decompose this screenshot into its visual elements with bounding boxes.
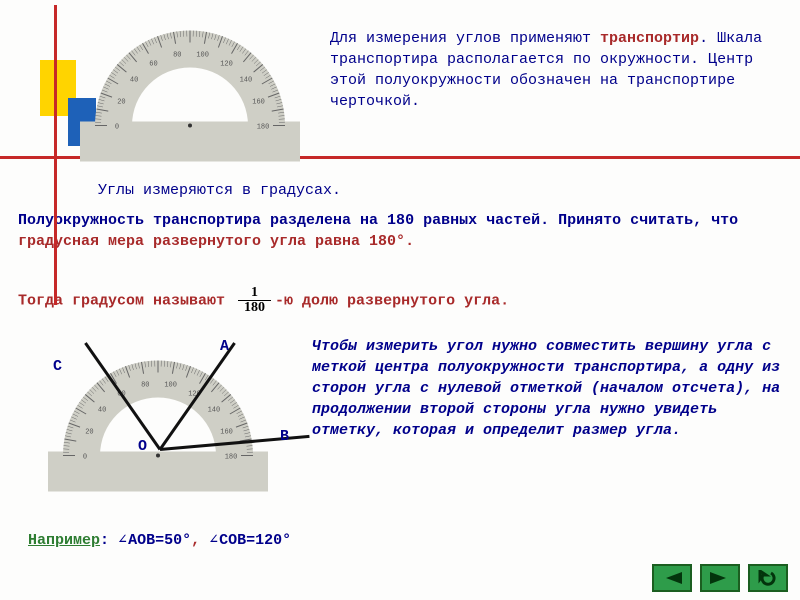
then-t2: -ю долю развернутого угла. bbox=[275, 292, 509, 309]
example-label: Например bbox=[28, 532, 100, 549]
fraction-denominator: 180 bbox=[238, 301, 271, 315]
point-label-B: В bbox=[280, 426, 289, 447]
svg-text:0: 0 bbox=[115, 124, 119, 132]
svg-text:160: 160 bbox=[252, 99, 265, 107]
svg-text:180: 180 bbox=[225, 454, 238, 462]
angle-cob: СОВ=120° bbox=[209, 532, 291, 549]
svg-text:100: 100 bbox=[196, 52, 209, 60]
how-to-paragraph: Чтобы измерить угол нужно совместить вер… bbox=[312, 336, 787, 441]
svg-text:140: 140 bbox=[208, 407, 221, 415]
back-button[interactable] bbox=[652, 564, 692, 592]
semicircle-paragraph: Полуокружность транспортира разделена на… bbox=[18, 210, 778, 252]
svg-text:0: 0 bbox=[83, 454, 87, 462]
semi-t1: Полуокружность транспортира разделена на… bbox=[18, 212, 738, 229]
point-label-A: А bbox=[220, 336, 229, 357]
svg-text:140: 140 bbox=[240, 77, 253, 85]
example-line: Например: АОВ=50°, СОВ=120° bbox=[28, 530, 678, 551]
svg-text:20: 20 bbox=[85, 429, 93, 437]
point-label-C: С bbox=[53, 356, 62, 377]
svg-text:160: 160 bbox=[220, 429, 233, 437]
template-vline bbox=[54, 5, 57, 305]
arrow-left-icon bbox=[662, 570, 682, 586]
intro-paragraph: Для измерения углов применяют транспорти… bbox=[330, 28, 770, 112]
svg-text:40: 40 bbox=[98, 407, 106, 415]
svg-text:80: 80 bbox=[173, 52, 181, 60]
arrow-right-icon bbox=[710, 570, 730, 586]
intro-keyword: транспортир bbox=[600, 30, 699, 47]
angle-aob: АОВ=50° bbox=[118, 532, 191, 549]
svg-text:100: 100 bbox=[164, 382, 177, 390]
semi-red: градусная мера развернутого угла равна 1… bbox=[18, 233, 414, 250]
forward-button[interactable] bbox=[700, 564, 740, 592]
svg-text:80: 80 bbox=[141, 382, 149, 390]
svg-text:120: 120 bbox=[220, 60, 233, 68]
svg-text:20: 20 bbox=[117, 99, 125, 107]
fraction: 1180 bbox=[238, 286, 271, 315]
protractor-icon: 020406080100120140160180 bbox=[48, 350, 268, 500]
undo-button[interactable] bbox=[748, 564, 788, 592]
then-t1: Тогда градусом называют bbox=[18, 292, 234, 309]
example-sep: : bbox=[100, 532, 118, 549]
svg-text:40: 40 bbox=[130, 77, 138, 85]
intro-t1: Для измерения углов применяют bbox=[330, 30, 600, 47]
protractor-top: 0 20 40 60 80 100 120 140 160 180 bbox=[80, 20, 300, 177]
nav-controls bbox=[652, 564, 788, 592]
then-paragraph: Тогда градусом называют 1180-ю долю разв… bbox=[18, 286, 778, 315]
fraction-numerator: 1 bbox=[238, 286, 271, 301]
protractor-diagram: 020406080100120140160180 bbox=[48, 350, 268, 507]
degrees-sentence: Углы измеряются в градусах. bbox=[98, 180, 698, 201]
example-comma: , bbox=[191, 532, 200, 549]
point-label-O: О bbox=[138, 436, 147, 457]
svg-text:60: 60 bbox=[149, 60, 157, 68]
undo-icon bbox=[757, 570, 779, 586]
svg-text:180: 180 bbox=[257, 124, 270, 132]
protractor-icon: 0 20 40 60 80 100 120 140 160 180 bbox=[80, 20, 300, 170]
